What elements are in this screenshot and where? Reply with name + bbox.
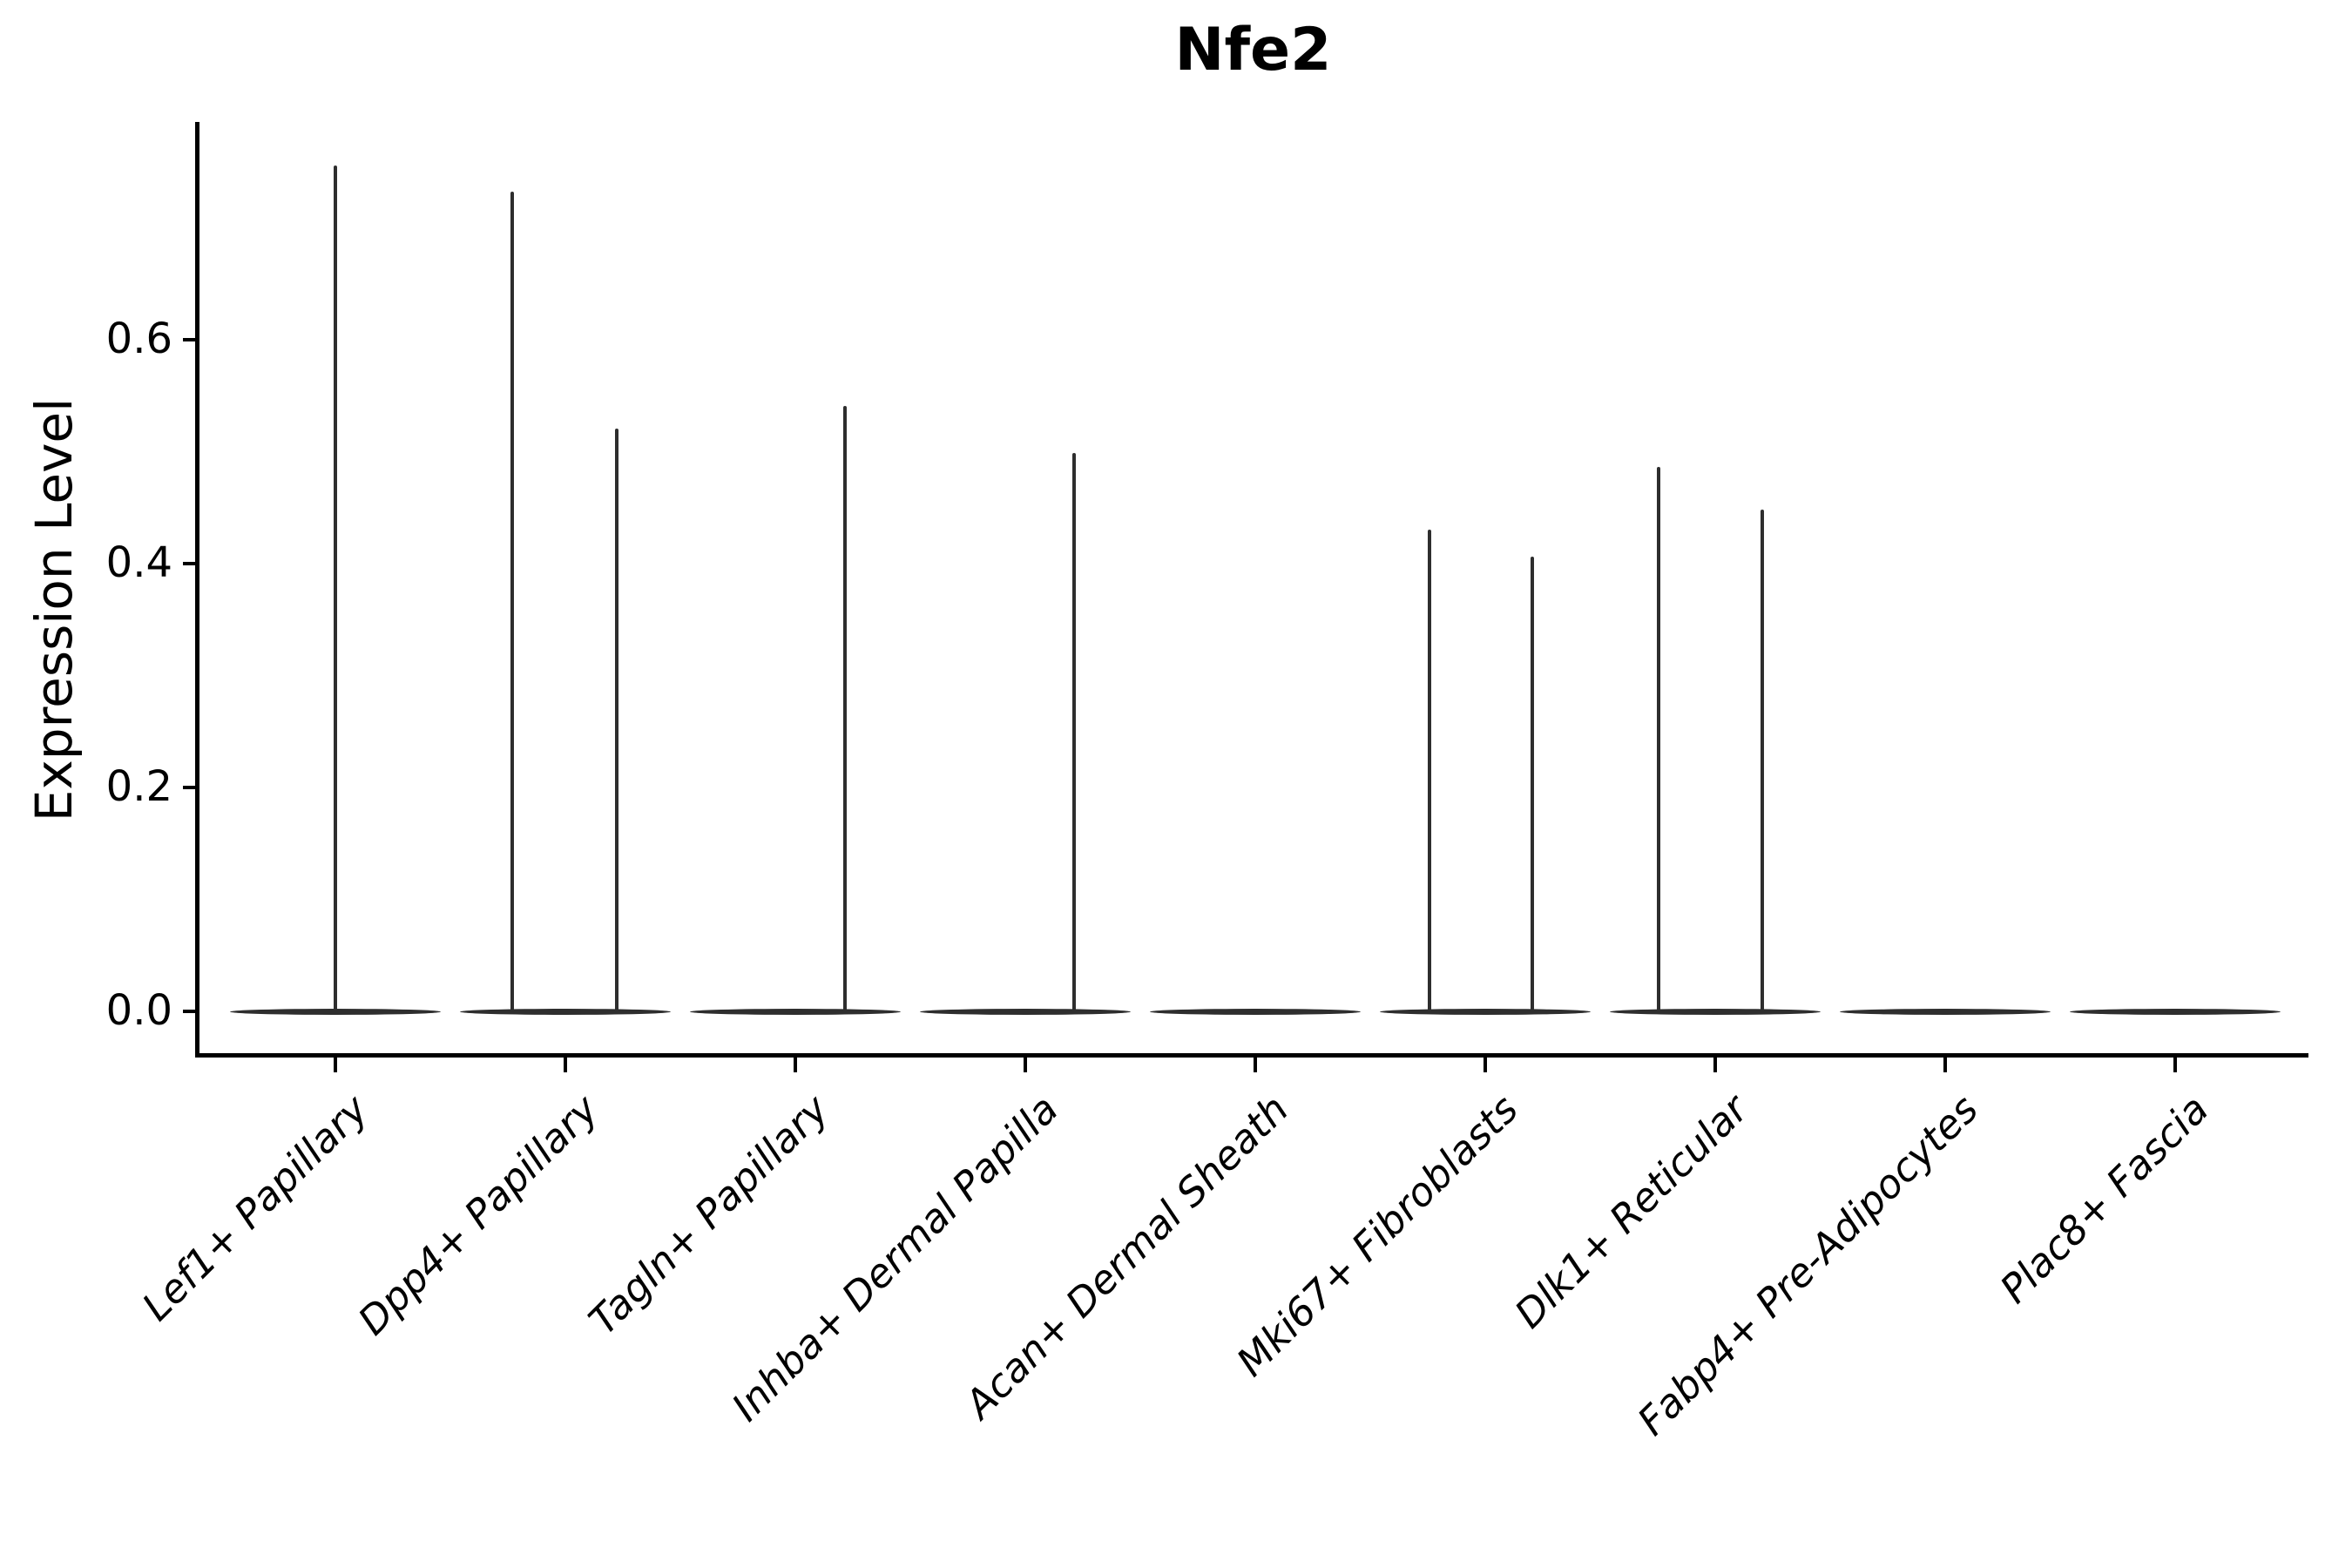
x-tick-mark bbox=[334, 1058, 337, 1072]
violin-spike bbox=[615, 428, 618, 1013]
violin-spike bbox=[1657, 467, 1660, 1013]
y-tick-label: 0.2 bbox=[105, 762, 172, 811]
violin-spike bbox=[1428, 530, 1431, 1013]
x-tick-mark bbox=[1713, 1058, 1717, 1072]
violin-baseline bbox=[2070, 1009, 2281, 1015]
violin-spike bbox=[1761, 510, 1764, 1013]
x-tick-mark bbox=[1943, 1058, 1947, 1072]
x-tick-label: Plac8+ Fascia bbox=[1990, 1085, 2218, 1313]
x-tick-mark bbox=[794, 1058, 797, 1072]
violin-baseline bbox=[1610, 1009, 1821, 1015]
x-tick-label: Lef1+ Papillary bbox=[133, 1085, 378, 1330]
x-tick-mark bbox=[2173, 1058, 2177, 1072]
violin-spike bbox=[843, 405, 847, 1013]
x-tick-label: Dpp4+ Papillary bbox=[348, 1085, 608, 1344]
violin-baseline bbox=[920, 1009, 1131, 1015]
violin-spike bbox=[1072, 452, 1076, 1013]
violin-baseline bbox=[1150, 1009, 1361, 1015]
violin-spike bbox=[510, 192, 514, 1013]
violin-baseline bbox=[690, 1009, 901, 1015]
x-tick-mark bbox=[1024, 1058, 1027, 1072]
violin-spike bbox=[1531, 557, 1534, 1013]
violin-baseline bbox=[460, 1009, 671, 1015]
x-tick-mark bbox=[1484, 1058, 1487, 1072]
violin-baseline bbox=[1380, 1009, 1591, 1015]
y-tick-mark bbox=[183, 786, 198, 789]
y-tick-mark bbox=[183, 562, 198, 565]
x-tick-mark bbox=[1254, 1058, 1257, 1072]
chart-title: Nfe2 bbox=[1174, 16, 1332, 84]
y-axis-spine bbox=[195, 122, 199, 1058]
y-tick-label: 0.4 bbox=[105, 538, 172, 587]
y-tick-mark bbox=[183, 1010, 198, 1013]
violin-spike bbox=[334, 165, 337, 1013]
violin-baseline bbox=[1840, 1009, 2051, 1015]
y-tick-label: 0.6 bbox=[105, 314, 172, 363]
y-tick-label: 0.0 bbox=[105, 986, 172, 1035]
x-tick-label: Tagln+ Papillary bbox=[579, 1085, 838, 1344]
x-tick-label: Dlk1+ Reticular bbox=[1505, 1085, 1758, 1337]
y-tick-mark bbox=[183, 338, 198, 341]
x-axis-spine bbox=[195, 1053, 2308, 1058]
x-tick-mark bbox=[564, 1058, 567, 1072]
